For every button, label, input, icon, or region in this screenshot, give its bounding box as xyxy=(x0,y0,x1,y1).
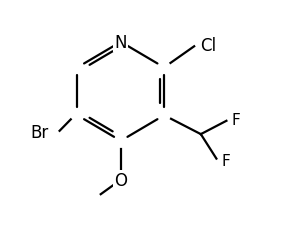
Text: Br: Br xyxy=(30,123,48,141)
Text: N: N xyxy=(114,34,127,52)
Text: F: F xyxy=(221,153,230,168)
Text: O: O xyxy=(114,171,127,189)
Text: F: F xyxy=(231,112,240,127)
Text: Cl: Cl xyxy=(200,37,216,55)
